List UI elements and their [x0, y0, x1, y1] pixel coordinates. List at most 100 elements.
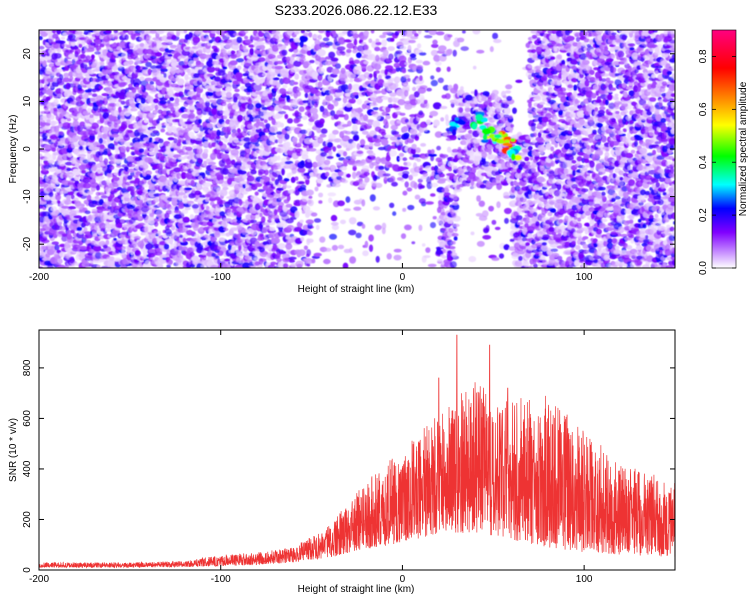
spectrogram-cell: [348, 217, 357, 225]
spectrogram-cell: [415, 147, 421, 154]
spectrogram-cell: [220, 137, 225, 141]
spectrogram-cell: [300, 184, 307, 190]
spectrogram-cell: [153, 141, 159, 145]
spectrogram-cell: [385, 115, 391, 120]
spectrogram-cell: [87, 190, 94, 195]
spectrogram-cell: [187, 162, 196, 169]
spectrogram-cell: [222, 186, 229, 191]
spectrogram-cell: [238, 198, 243, 207]
spectrogram-cell: [111, 71, 120, 76]
spectrogram-cell: [163, 72, 167, 78]
spectrogram-cell: [404, 181, 409, 188]
spectrogram-cell: [55, 187, 60, 192]
spectrogram-cell: [438, 178, 448, 182]
spectrogram-cell: [130, 115, 136, 121]
spectrogram-cell: [439, 241, 446, 248]
spectrogram-cell: [149, 225, 154, 230]
spectrogram-cell: [55, 194, 61, 201]
spectrogram-cell: [207, 255, 215, 262]
spectrogram-cell: [240, 165, 246, 170]
spectrogram-cell: [214, 230, 221, 236]
spectrogram-cell: [146, 197, 152, 204]
spectrogram-cell: [300, 160, 305, 166]
spectrogram-cell: [310, 212, 318, 217]
spectrogram-cell: [277, 183, 282, 188]
spectrogram-cell: [244, 35, 249, 40]
spectrogram-cell: [63, 77, 70, 83]
spectrogram-cell: [121, 248, 126, 256]
spectrogram-cell: [91, 93, 98, 98]
spectrogram-cell: [127, 129, 133, 134]
spectrogram-cell: [474, 89, 478, 97]
spectrogram-cell: [402, 207, 407, 212]
spectrogram-cell: [412, 86, 417, 92]
spectrogram-cell: [440, 254, 445, 258]
spectrogram-cell: [437, 77, 444, 84]
spectrogram-cell: [414, 194, 421, 200]
spectrogram-cell: [190, 231, 196, 236]
spectrogram-cell: [160, 145, 167, 153]
spectrogram-cell: [196, 147, 203, 155]
spectrogram-cell: [435, 31, 445, 36]
spectrogram-cell: [294, 176, 299, 181]
spectrogram-cell: [365, 119, 374, 123]
spectrogram-cell: [63, 72, 70, 78]
spectrogram-cell: [375, 112, 381, 121]
spectrogram-cell: [218, 141, 224, 147]
spectrogram-cell: [317, 49, 326, 57]
spectrogram-cell: [121, 52, 130, 60]
spectrogram-cell: [310, 107, 318, 115]
spectrogram-cell: [289, 259, 295, 263]
spectrogram-cell: [303, 32, 309, 37]
spectrogram-cell: [264, 89, 272, 94]
spectrogram-cell: [221, 153, 230, 159]
spectrogram-cell: [141, 178, 147, 185]
spectrogram-cell: [123, 105, 129, 109]
spectrogram-cell: [148, 253, 156, 258]
spectrogram-cell: [46, 78, 55, 83]
spectrogram-cell: [107, 80, 112, 87]
spectrogram-cell: [330, 214, 338, 222]
spectrogram-cell: [176, 142, 182, 147]
spectrogram-cell: [179, 234, 184, 238]
spectrogram-cell: [86, 142, 95, 146]
spectrogram-cell: [404, 30, 414, 38]
spectrogram-cell: [402, 170, 410, 176]
spectrogram-cell: [184, 187, 193, 191]
spectrogram-cell: [48, 48, 56, 55]
spectrogram-cell: [284, 113, 289, 120]
spectrogram-cell: [234, 88, 240, 93]
spectrogram-cell: [75, 30, 83, 35]
spectrogram-cell: [366, 150, 374, 154]
spectrogram-cell: [89, 73, 97, 77]
spectrogram-cell: [139, 42, 145, 47]
spectrogram-cell: [313, 252, 322, 257]
spectrogram-cell: [317, 67, 326, 74]
spectrogram-cell: [461, 111, 471, 116]
spectrogram-cell: [76, 124, 84, 132]
spectrogram-cell: [66, 167, 72, 172]
spectrogram-cell: [150, 85, 155, 89]
spectrogram-cell: [248, 44, 255, 48]
spectrogram-cell: [54, 257, 63, 265]
spectrogram-cell: [361, 165, 370, 171]
spectrogram-cell: [435, 157, 443, 163]
spectrogram-cell: [402, 190, 408, 196]
spectrogram-cell: [197, 49, 203, 55]
spectrogram-cell: [439, 105, 448, 110]
spectrogram-cell: [352, 171, 357, 179]
spectrogram-cell: [258, 44, 266, 50]
spectrogram-cell: [172, 158, 177, 163]
spectrogram-cell: [73, 215, 82, 219]
spectrogram-cell: [294, 73, 300, 80]
spectrogram-cell: [281, 49, 288, 56]
spectrogram-cell: [112, 105, 116, 111]
spectrogram-cell: [92, 111, 102, 117]
spectrogram-cell: [352, 33, 360, 39]
spectrogram-cell: [193, 57, 199, 62]
spectrogram-cell: [311, 258, 316, 264]
spectrogram-cell: [390, 37, 395, 42]
spectrogram-cell: [375, 38, 380, 43]
spectrogram-cell: [141, 255, 148, 260]
spectrogram-cell: [99, 144, 105, 150]
